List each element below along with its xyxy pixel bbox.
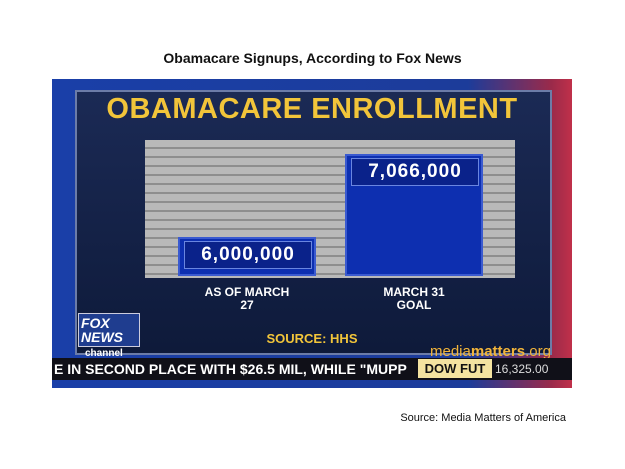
value-label: 6,000,000 bbox=[184, 241, 312, 270]
logo: FOX NEWS bbox=[78, 313, 140, 347]
x-tick-label: AS OF MARCH 27 bbox=[204, 285, 290, 312]
tv-screenshot: OBAMACARE ENROLLMENT SOURCE: HHS FOX NEW… bbox=[52, 79, 572, 388]
watermark-c: .org bbox=[525, 343, 551, 360]
value-label: 7,066,000 bbox=[351, 158, 479, 187]
ticker-value: 16,325.00 bbox=[495, 362, 549, 376]
chart-source: SOURCE: HHS bbox=[266, 331, 358, 346]
x-tick-label: MARCH 31 GOAL bbox=[383, 285, 445, 312]
ticker-text: E IN SECOND PLACE WITH $26.5 MIL, WHILE … bbox=[54, 361, 407, 377]
logo-sub: channel bbox=[85, 348, 123, 359]
ticker-label: DOW FUT bbox=[418, 359, 492, 378]
page-title: Obamacare Signups, According to Fox News bbox=[163, 50, 462, 66]
watermark-a: media bbox=[430, 343, 471, 360]
footer: Source: Media Matters of America bbox=[400, 412, 566, 424]
chart-title: OBAMACARE ENROLLMENT bbox=[106, 93, 518, 125]
watermark: mediamatters.org bbox=[430, 343, 551, 360]
watermark-b: matters bbox=[470, 343, 526, 360]
